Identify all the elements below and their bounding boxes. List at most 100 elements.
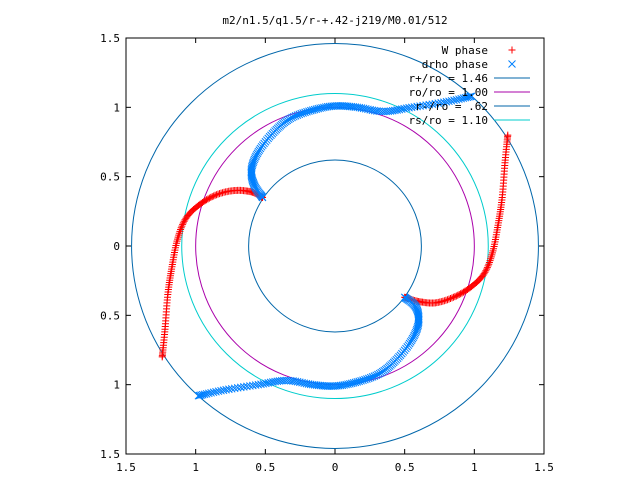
data-point [239, 383, 248, 391]
data-point [422, 101, 431, 109]
data-point [395, 105, 404, 114]
legend-label: drho phase [422, 58, 488, 71]
x-tick-label: 0.5 [255, 461, 275, 474]
data-point [210, 192, 218, 200]
legend-label: ro/ro = 1.00 [409, 86, 488, 99]
data-point [504, 131, 512, 139]
phase-series [158, 92, 512, 400]
y-tick-label: 0.5 [100, 171, 120, 184]
data-point [179, 220, 187, 228]
data-point [195, 391, 204, 400]
data-point [425, 100, 434, 109]
data-point [207, 193, 215, 201]
chart-title: m2/n1.5/q1.5/r-+.42-j219/M0.01/512 [222, 14, 447, 27]
x-tick-label: 0 [332, 461, 339, 474]
legend-label: W phase [442, 44, 488, 57]
data-point [158, 353, 166, 361]
x-tick-label: 1.5 [534, 461, 554, 474]
data-point [247, 164, 256, 173]
data-point [485, 258, 493, 266]
data-point [264, 379, 273, 387]
data-point [298, 378, 306, 387]
data-point [364, 105, 372, 114]
data-point [209, 388, 218, 397]
series-drho-phase [194, 92, 476, 400]
legend-label: r-/ro = .62 [415, 100, 488, 113]
data-point [268, 378, 277, 386]
data-point [465, 92, 473, 101]
data-point [208, 193, 216, 201]
series-w-phase [158, 131, 512, 361]
data-point [177, 226, 185, 234]
data-point [181, 216, 189, 224]
data-point [466, 92, 475, 101]
data-point [452, 95, 461, 104]
legend-marker [508, 60, 516, 68]
data-point [182, 214, 190, 222]
data-point [211, 191, 219, 199]
data-point [212, 387, 220, 396]
data-point [481, 268, 489, 276]
y-tick-label: 0 [113, 240, 120, 253]
data-point [393, 106, 402, 114]
data-point [177, 224, 185, 232]
data-point [452, 292, 460, 300]
y-tick-label: 1 [113, 379, 120, 392]
data-point [482, 267, 490, 275]
data-point [266, 378, 275, 387]
data-point [455, 291, 463, 299]
data-point [483, 265, 491, 273]
y-tick-label: 1.5 [100, 32, 120, 45]
data-point [455, 95, 463, 104]
legend-marker [508, 46, 516, 54]
data-point [207, 388, 215, 397]
data-point [485, 260, 493, 268]
data-point [483, 264, 491, 272]
data-point [236, 383, 245, 392]
data-point [213, 191, 221, 199]
data-point [197, 391, 205, 400]
data-point [454, 291, 462, 299]
data-point [413, 322, 422, 331]
data-point [414, 319, 423, 328]
x-tick-label: 0.5 [395, 461, 415, 474]
data-point [447, 96, 456, 105]
data-point [332, 102, 341, 110]
data-point [329, 382, 338, 390]
y-tick-label: 0.5 [100, 309, 120, 322]
data-point [194, 391, 203, 400]
data-point [451, 293, 459, 301]
data-point [445, 295, 453, 303]
data-point [442, 296, 450, 304]
reference-circle [131, 43, 539, 449]
data-point [243, 382, 251, 391]
data-point [414, 321, 422, 329]
x-tick-label: 1 [471, 461, 478, 474]
x-tick-label: 1 [192, 461, 199, 474]
data-point [248, 161, 257, 170]
legend-label: r+/ro = 1.46 [409, 72, 488, 85]
x-tick-label: 1.5 [116, 461, 136, 474]
data-point [467, 92, 476, 101]
data-point [446, 295, 454, 303]
reference-circle [195, 106, 475, 386]
data-point [178, 222, 186, 230]
data-point [397, 105, 406, 113]
data-point [443, 296, 451, 304]
data-point [214, 190, 222, 198]
axis-ticks: 1.5 1 0.5 0 0.5 1 1.51.510.500.511.5 [100, 32, 554, 474]
data-point [480, 270, 488, 278]
data-point [440, 297, 448, 305]
data-point [216, 190, 224, 198]
data-point [419, 101, 427, 110]
reference-circle [248, 159, 422, 333]
data-point [179, 219, 187, 227]
data-point [449, 293, 457, 301]
reference-circle [181, 92, 489, 400]
data-point [214, 387, 223, 396]
legend-label: rs/ro = 1.10 [409, 114, 488, 127]
y-tick-label: 1.5 [100, 448, 120, 461]
data-point [180, 217, 188, 225]
